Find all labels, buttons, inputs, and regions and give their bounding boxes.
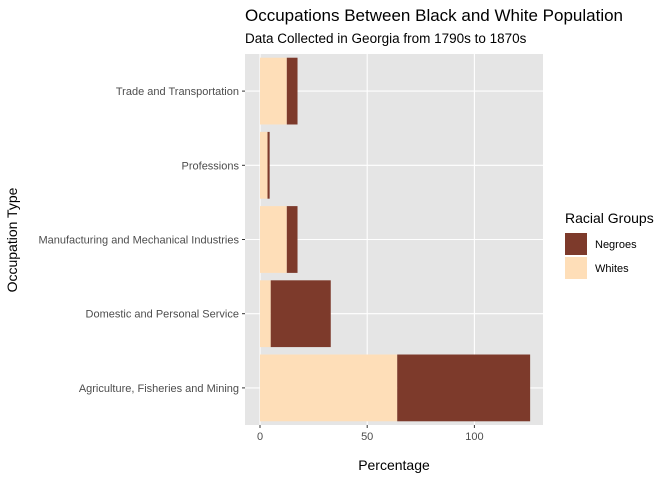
chart-title: Occupations Between Black and White Popu…	[245, 6, 623, 25]
bar-whites-manufacturing-and-mechanical-industries	[260, 206, 287, 273]
bar-whites-trade-and-transportation	[260, 57, 287, 125]
x-tick-label: 100	[465, 431, 483, 443]
bar-negroes-agriculture-fisheries-and-mining	[397, 354, 531, 422]
bars-layer	[260, 57, 531, 422]
y-tick-layer: Agriculture, Fisheries and Mining Domesti…	[38, 86, 245, 395]
bar-negroes-manufacturing-and-mechanical-industries	[286, 206, 298, 273]
y-axis-title: Occupation Type	[4, 187, 20, 292]
legend-swatch-negroes	[565, 233, 587, 255]
x-tick-label: 0	[257, 431, 263, 443]
y-tick-label: Manufacturing and Mechanical Industries	[38, 235, 239, 247]
bar-whites-professions	[260, 131, 268, 199]
y-tick-label: Professions	[182, 160, 240, 172]
bar-negroes-domestic-and-personal-service	[270, 280, 331, 348]
bar-whites-domestic-and-personal-service	[260, 280, 271, 348]
x-axis-title: Percentage	[358, 457, 430, 473]
legend-swatch-whites	[565, 257, 587, 279]
x-tick-layer: 0 50 100	[257, 425, 484, 443]
chart-subtitle: Data Collected in Georgia from 1790s to …	[245, 31, 527, 46]
bar-negroes-professions	[267, 131, 270, 199]
bar-whites-agriculture-fisheries-and-mining	[260, 354, 398, 422]
legend-title: Racial Groups	[565, 210, 654, 226]
x-tick-label: 50	[361, 431, 373, 443]
y-tick-label: Domestic and Personal Service	[86, 309, 239, 321]
bar-negroes-trade-and-transportation	[286, 57, 298, 125]
legend: Racial Groups Negroes Whites	[565, 210, 654, 279]
legend-label-negroes: Negroes	[595, 239, 637, 251]
legend-label-whites: Whites	[595, 263, 629, 275]
y-tick-label: Agriculture, Fisheries and Mining	[79, 383, 239, 395]
y-tick-label: Trade and Transportation	[116, 86, 239, 98]
